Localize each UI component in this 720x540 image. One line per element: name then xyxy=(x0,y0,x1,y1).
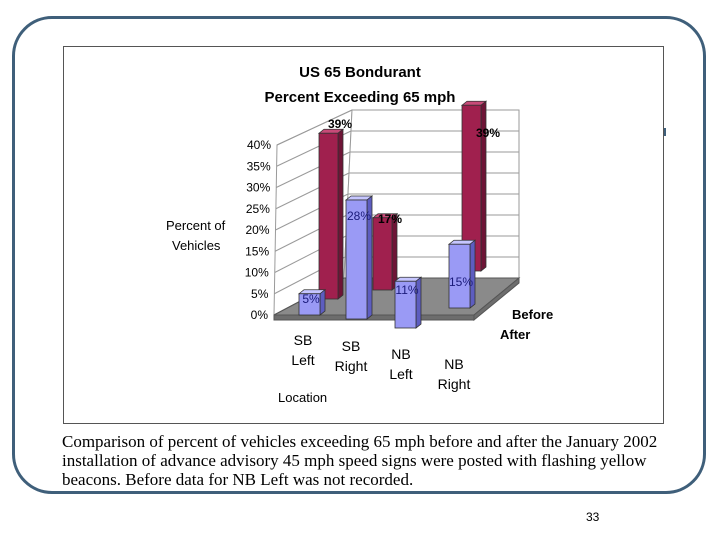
bar-before-0 xyxy=(317,128,345,300)
y-tick-label: 15% xyxy=(245,244,269,258)
y-tick-label: 0% xyxy=(251,308,269,322)
category-label-line: Left xyxy=(291,352,314,368)
bar-after-0-front xyxy=(298,293,321,316)
y-tick-label: 10% xyxy=(245,266,269,280)
category-label-line: NB xyxy=(444,356,463,372)
bar-after-0 xyxy=(297,288,327,316)
bar-after-2 xyxy=(393,276,423,329)
slide-frame xyxy=(12,16,706,494)
y-tick-label: 20% xyxy=(245,223,269,237)
chart-subtitle: Percent Exceeding 65 mph xyxy=(265,89,456,106)
data-label-after: 11% xyxy=(395,283,418,297)
legend-after: After xyxy=(500,327,530,342)
bar-after-2-front xyxy=(394,280,417,329)
y-tick-label: 40% xyxy=(247,138,271,152)
floor-side xyxy=(473,276,520,322)
gridline-side xyxy=(276,109,353,146)
category-label: SB Right xyxy=(335,338,368,374)
category-label-line: SB xyxy=(342,338,361,354)
data-label-after: 28% xyxy=(347,209,371,223)
y-tick-label: 30% xyxy=(246,181,270,195)
data-label-before: 39% xyxy=(328,117,352,131)
category-label: SB Left xyxy=(291,332,314,368)
data-label-before: 17% xyxy=(378,212,402,226)
category-label-line: NB xyxy=(391,346,410,362)
y-tick-label: 35% xyxy=(247,159,271,173)
y-axis-label-line2: Vehicles xyxy=(172,238,221,253)
y-axis-label-line1: Percent of xyxy=(166,218,226,233)
floor-front xyxy=(273,314,475,321)
slide-caption: Comparison of percent of vehicles exceed… xyxy=(62,432,658,489)
bar-before-0-front xyxy=(318,132,339,300)
y-tick-label: 5% xyxy=(251,287,269,301)
chart-container: 0% 5% 10% 15% 20% 25% 30% 35% 40% 39% 17% 39% 5% 28%… xyxy=(63,46,664,424)
category-label-line: SB xyxy=(294,332,313,348)
category-label-line: Left xyxy=(389,366,412,382)
bar-after-1-front xyxy=(345,199,368,320)
bar-after-3-front xyxy=(448,243,471,309)
x-axis-label: Location xyxy=(278,390,327,405)
frame-tick xyxy=(664,128,666,136)
chart-title: US 65 Bondurant xyxy=(299,64,421,81)
legend-before: Before xyxy=(512,307,553,322)
page-number: 33 xyxy=(586,510,600,524)
bar-chart: 0% 5% 10% 15% 20% 25% 30% 35% 40% 39% 17% 39% 5% 28%… xyxy=(166,64,553,405)
bar-before-0-side xyxy=(337,128,344,300)
category-label: NB Right xyxy=(438,356,471,392)
y-tick-label: 25% xyxy=(246,202,270,216)
category-label-line: Right xyxy=(438,376,471,392)
data-label-before: 39% xyxy=(476,126,500,140)
bar-before-1 xyxy=(371,212,399,291)
bar-after-0-side xyxy=(319,288,326,316)
chart-bars xyxy=(297,100,488,329)
bar-before-1-front xyxy=(372,217,393,291)
data-label-after: 5% xyxy=(302,292,320,306)
category-label: NB Left xyxy=(389,346,412,382)
bar-after-1 xyxy=(344,195,374,320)
bar-after-3 xyxy=(447,239,477,309)
category-label-line: Right xyxy=(335,358,368,374)
data-label-after: 15% xyxy=(449,275,473,289)
